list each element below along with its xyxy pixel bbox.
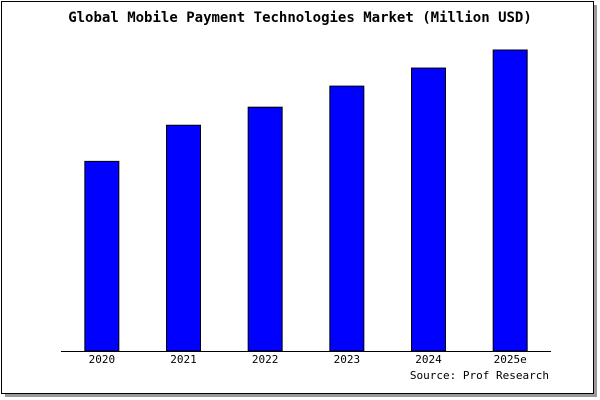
x-tick-label: 2024 [415,353,442,366]
x-tick-label: 2025e [494,353,527,366]
x-tick-label: 2023 [334,353,361,366]
bar [492,49,528,352]
bar [329,85,365,352]
bar [247,106,283,352]
bar [411,67,446,352]
bar [84,160,120,352]
bar [166,124,201,352]
x-tick-label: 2022 [252,353,279,366]
source-note: Source: Prof Research [410,369,549,382]
x-tick-label: 2020 [89,353,116,366]
chart-title: Global Mobile Payment Technologies Marke… [68,10,532,26]
x-tick-label: 2021 [170,353,197,366]
